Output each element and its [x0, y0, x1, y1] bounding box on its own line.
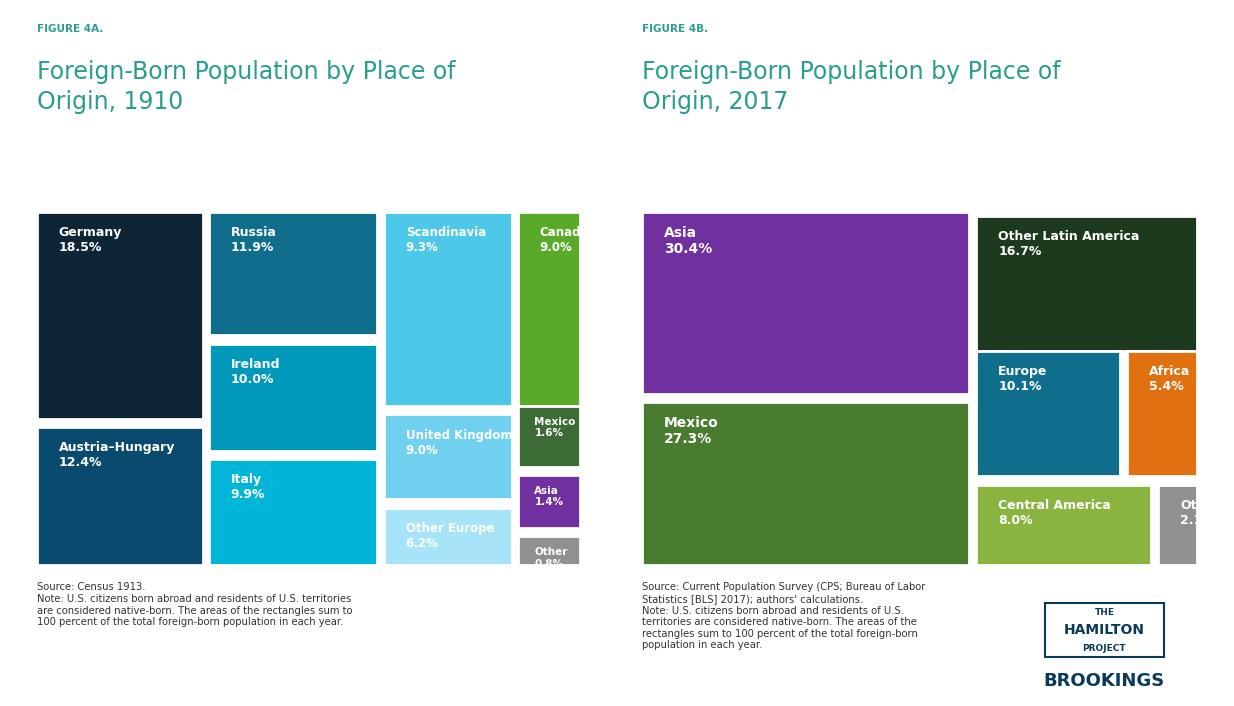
Text: Mexico
27.3%: Mexico 27.3% — [664, 416, 718, 446]
Text: Russia
11.9%: Russia 11.9% — [231, 226, 276, 254]
Text: FIGURE 4B.: FIGURE 4B. — [642, 24, 708, 34]
Text: HAMILTON: HAMILTON — [1064, 623, 1145, 637]
Text: Austria–Hungary
12.4%: Austria–Hungary 12.4% — [59, 441, 175, 469]
Text: Mexico
1.6%: Mexico 1.6% — [534, 417, 576, 438]
Text: Other Europe
6.2%: Other Europe 6.2% — [406, 522, 494, 550]
Bar — [37, 212, 202, 419]
Bar — [209, 344, 378, 450]
Text: Central America
8.0%: Central America 8.0% — [998, 499, 1111, 527]
Text: FIGURE 4A.: FIGURE 4A. — [37, 24, 104, 34]
Text: Italy
9.9%: Italy 9.9% — [231, 473, 265, 501]
Text: BROOKINGS: BROOKINGS — [1044, 672, 1165, 690]
Bar — [518, 406, 580, 467]
Text: Africa
5.4%: Africa 5.4% — [1149, 365, 1190, 393]
Text: Source: Current Population Survey (CPS; Bureau of Labor
Statistics [BLS] 2017); : Source: Current Population Survey (CPS; … — [642, 582, 926, 650]
Text: Asia
30.4%: Asia 30.4% — [664, 226, 712, 256]
Text: Ireland
10.0%: Ireland 10.0% — [231, 358, 280, 386]
Text: Other
2.1%: Other 2.1% — [1180, 499, 1220, 527]
Text: Foreign-Born Population by Place of
Origin, 1910: Foreign-Born Population by Place of Orig… — [37, 60, 455, 114]
Bar — [384, 508, 512, 565]
Bar — [209, 459, 378, 565]
Bar — [1127, 351, 1197, 477]
Bar — [976, 216, 1197, 351]
Bar — [384, 414, 512, 499]
Text: Foreign-Born Population by Place of
Origin, 2017: Foreign-Born Population by Place of Orig… — [642, 60, 1060, 114]
Text: Other
0.8%: Other 0.8% — [534, 547, 568, 568]
Bar — [384, 212, 512, 406]
Bar — [1157, 485, 1197, 565]
Text: United Kingdom
9.0%: United Kingdom 9.0% — [406, 429, 512, 457]
Bar — [518, 212, 580, 406]
Bar — [976, 351, 1120, 477]
Text: Canada
9.0%: Canada 9.0% — [539, 226, 590, 254]
Text: Other Latin America
16.7%: Other Latin America 16.7% — [998, 230, 1139, 258]
Text: Source: Census 1913.
Note: U.S. citizens born abroad and residents of U.S. terri: Source: Census 1913. Note: U.S. citizens… — [37, 582, 353, 627]
Text: THE: THE — [1095, 608, 1114, 616]
Text: Europe
10.1%: Europe 10.1% — [998, 365, 1048, 393]
Bar — [209, 212, 378, 335]
Text: Scandinavia
9.3%: Scandinavia 9.3% — [406, 226, 486, 254]
Bar — [518, 475, 580, 528]
Bar — [976, 485, 1151, 565]
Text: Asia
1.4%: Asia 1.4% — [534, 486, 564, 508]
Bar — [642, 212, 970, 393]
Bar — [37, 427, 202, 565]
Text: PROJECT: PROJECT — [1082, 644, 1127, 652]
Text: Germany
18.5%: Germany 18.5% — [59, 226, 122, 254]
Bar — [518, 537, 580, 565]
Bar — [642, 402, 970, 565]
